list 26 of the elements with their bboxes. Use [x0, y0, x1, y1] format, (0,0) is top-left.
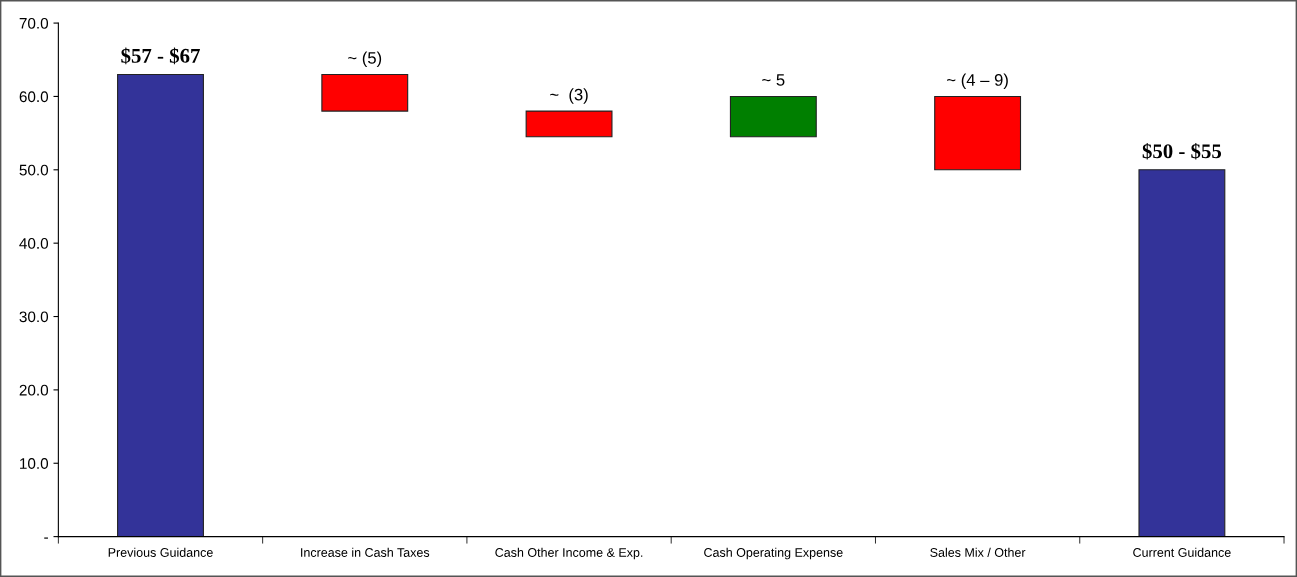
- y-tick-label: 60.0: [19, 91, 49, 103]
- x-tick-label: Cash Other Income & Exp.: [495, 547, 643, 560]
- bar: [117, 73, 204, 537]
- bar: [525, 110, 613, 138]
- y-tick-label: 30.0: [19, 311, 49, 323]
- bar: [729, 95, 817, 138]
- x-tick-label: Increase in Cash Taxes: [301, 547, 430, 557]
- annotation: $57 - $67: [121, 47, 200, 65]
- data-label: ~ (3): [550, 88, 588, 104]
- y-tick-label: 40.0: [19, 238, 49, 249]
- y-tick-label: 20.0: [19, 384, 49, 396]
- bar: [1138, 169, 1226, 537]
- y-tick-label: 50.0: [19, 164, 49, 176]
- data-label: ~ 5: [762, 74, 785, 86]
- x-tick-label: Cash Operating Expense: [704, 547, 843, 560]
- bar: [934, 95, 1022, 171]
- y-tick-label: 70.0: [19, 17, 49, 29]
- bar: [321, 73, 409, 112]
- y-tick-label: 10.0: [20, 458, 49, 469]
- x-tick-label: Current Guidance: [1133, 547, 1231, 557]
- annotation: $50 - $55: [1142, 142, 1222, 160]
- data-label: ~ (4 – 9): [947, 73, 1008, 90]
- y-tick-label: -: [44, 537, 48, 539]
- x-tick-label: Sales Mix / Other: [930, 547, 1026, 557]
- data-label: ~ (5): [348, 51, 382, 68]
- x-tick-label: Previous Guidance: [108, 547, 213, 557]
